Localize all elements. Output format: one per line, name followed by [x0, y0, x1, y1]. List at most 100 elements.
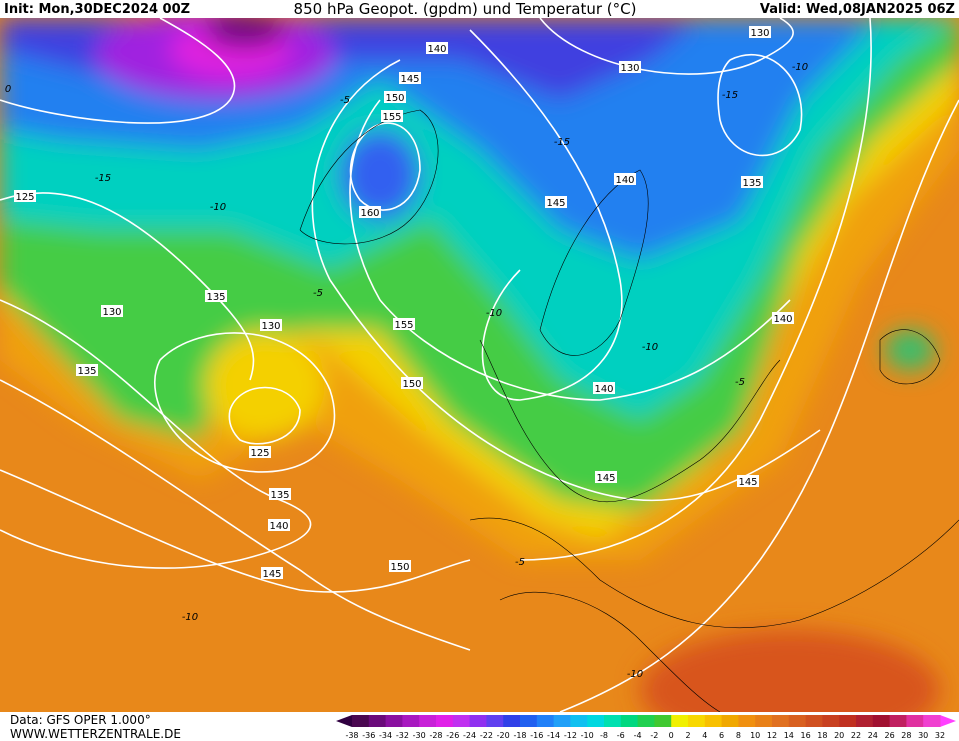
label-box: [14, 190, 36, 202]
colorbar-cell: [755, 715, 773, 727]
colorbar-label: 22: [851, 731, 861, 740]
temperature-label: -10: [627, 669, 643, 680]
colorbar: -38 -36 -34 -32 -30 -28 -26 -24 -22 -20 -18 -16 -14-…: [336, 715, 956, 740]
label-box: [399, 72, 421, 84]
temperature-label: -10: [792, 62, 808, 73]
temperature-label: -15: [95, 173, 111, 184]
colorbar-cell: [436, 715, 454, 727]
colorbar-cell: [805, 715, 823, 727]
colorbar-label: -14: [547, 731, 560, 740]
colorbar-label: -18: [513, 731, 526, 740]
colorbar-cell: [536, 715, 555, 727]
colorbar-over: [940, 715, 956, 727]
colorbar-cell: [671, 715, 689, 727]
geopotential-label: 140: [615, 175, 634, 186]
temperature-label: -5: [340, 95, 350, 106]
website: WWW.WETTERZENTRALE.DE: [10, 727, 181, 741]
label-box: [384, 91, 406, 103]
geopotential-label: 135: [742, 178, 761, 189]
label-box: [268, 519, 290, 531]
geopotential-label: 135: [206, 292, 225, 303]
label-box: [401, 377, 423, 389]
colorbar-cell: [604, 715, 622, 727]
geopotential-label: 145: [262, 569, 281, 580]
colorbar-cell: [452, 715, 471, 727]
map-labels: 140 130 130 145 150 155 160 125 140 135 145 135 130 1…: [5, 26, 808, 680]
geopotential-label: 130: [750, 28, 769, 39]
colorbar-label: 10: [750, 731, 760, 740]
label-box: [595, 471, 617, 483]
temperature-field: [0, 18, 959, 712]
geopotential-label: 140: [269, 521, 288, 532]
colorbar-label: -38: [345, 731, 358, 740]
colorbar-cell: [738, 715, 756, 727]
geopotential-label: 130: [261, 321, 280, 332]
geopotential-label: 140: [773, 314, 792, 325]
geopotential-label: 140: [427, 44, 446, 55]
colorbar-cell: [872, 715, 891, 727]
temperature-label: -10: [486, 308, 502, 319]
map-title: 850 hPa Geopot. (gpdm) und Temperatur (°…: [294, 0, 637, 18]
colorbar-cell: [385, 715, 403, 727]
temperature-label: -15: [554, 137, 570, 148]
colorbar-cell: [553, 715, 571, 727]
temperature-label: -5: [735, 377, 745, 388]
label-box: [426, 42, 448, 54]
colorbar-label: 18: [817, 731, 827, 740]
geopotential-label: 130: [102, 307, 121, 318]
geopotential-label: 145: [738, 477, 757, 488]
colorbar-label: -6: [617, 731, 625, 740]
temperature-label: -10: [642, 342, 658, 353]
colorbar-cell: [889, 715, 907, 727]
colorbar-label: -10: [581, 731, 594, 740]
geopotential-label: 135: [77, 366, 96, 377]
colorbar-label: -26: [446, 731, 459, 740]
colorbar-cell: [570, 715, 588, 727]
colorbar-label: 6: [719, 731, 724, 740]
colorbar-cell: [822, 715, 840, 727]
geopotential-label: 125: [15, 192, 34, 203]
colorbar-label: -22: [480, 731, 493, 740]
label-box: [389, 560, 411, 572]
geopotential-label: 150: [390, 562, 409, 573]
temperature-label: -5: [313, 288, 323, 299]
colorbar-cell: [856, 715, 874, 727]
geopotential-label: 155: [394, 320, 413, 331]
geopotential-label: 145: [400, 74, 419, 85]
colorbar-label: 2: [685, 731, 690, 740]
init-time: Init: Mon,30DEC2024 00Z: [4, 2, 190, 17]
colorbar-label: 8: [736, 731, 741, 740]
label-box: [741, 176, 763, 188]
label-box: [393, 318, 415, 330]
geopotential-label: 130: [620, 63, 639, 74]
colorbar-label: 28: [901, 731, 911, 740]
colorbar-label: 12: [767, 731, 777, 740]
geopotential-label: 145: [596, 473, 615, 484]
colorbar-label: -32: [396, 731, 409, 740]
label-box: [249, 446, 271, 458]
colorbar-label: -20: [497, 731, 510, 740]
colorbar-cell: [520, 715, 538, 727]
colorbar-label: 20: [834, 731, 844, 740]
geopotential-label: 140: [594, 384, 613, 395]
geopotential-label: 145: [546, 198, 565, 209]
colorbar-cell: [654, 715, 672, 727]
colorbar-label: -34: [379, 731, 392, 740]
colorbar-label: 30: [918, 731, 928, 740]
colorbar-label: 24: [868, 731, 878, 740]
label-box: [749, 26, 771, 38]
label-box: [359, 206, 381, 218]
colorbar-cell: [923, 715, 941, 727]
label-box: [619, 61, 641, 73]
geopotential-label: 125: [250, 448, 269, 459]
colorbar-cell: [721, 715, 739, 727]
geopotential-contours: [0, 18, 959, 712]
colorbar-label: -30: [413, 731, 426, 740]
colorbar-cell: [704, 715, 723, 727]
colorbar-label: -12: [564, 731, 577, 740]
data-source: Data: GFS OPER 1.000°: [10, 713, 151, 727]
colorbar-label: -28: [429, 731, 442, 740]
header-bar: [0, 0, 959, 18]
colorbar-label: 32: [935, 731, 945, 740]
